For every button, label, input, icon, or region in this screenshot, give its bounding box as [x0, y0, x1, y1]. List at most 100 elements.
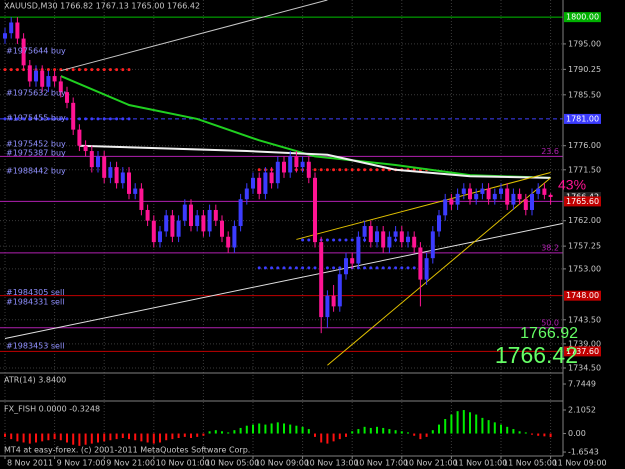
candle-body [170, 215, 175, 237]
histogram-bar [462, 410, 465, 434]
histogram-bar [338, 433, 341, 440]
histogram-bar [481, 417, 484, 434]
candle-body [151, 220, 156, 243]
histogram-bar [351, 431, 354, 434]
x-tick-label: 10 Nov 17:00 [354, 459, 408, 468]
histogram-bar [431, 430, 434, 434]
y-tick-label: 1743.50 [568, 315, 601, 324]
histogram-bar [22, 433, 25, 443]
candle-body [207, 209, 212, 232]
histogram-bar [388, 429, 391, 434]
histogram-bar [171, 433, 174, 440]
x-tick-label: 11 Nov 09:00 [553, 459, 607, 468]
y-tick-label: 1739.00 [568, 339, 601, 348]
histogram-bar [152, 433, 155, 444]
histogram-bar [159, 433, 161, 443]
histogram-bar [233, 430, 236, 434]
candle-body [65, 92, 69, 103]
histogram-bar [72, 433, 75, 445]
x-tick-label: 10 Nov 13:00 [305, 459, 359, 468]
candle-body [164, 215, 169, 232]
histogram-bar [270, 423, 273, 434]
histogram-bar [295, 425, 298, 434]
price-annotation: 1766.92 [520, 325, 578, 342]
price-tag-label: 1765.60 [566, 197, 599, 206]
histogram-bar [134, 433, 137, 441]
histogram-bar [53, 433, 56, 440]
y-tick-label: 1757.25 [568, 242, 601, 251]
histogram-bar [493, 422, 496, 434]
candle-body [77, 129, 82, 146]
price-annotation: 1766.42 [495, 342, 578, 368]
x-tick-label: 8 Nov 2011 [7, 459, 53, 468]
candle-body [21, 38, 26, 66]
histogram-bar [66, 433, 68, 443]
level-label: 38.2 [541, 243, 559, 252]
overlay-line [79, 144, 551, 179]
histogram-bar [227, 432, 230, 434]
x-tick-label: 9 Nov 21:00 [106, 459, 155, 468]
histogram-bar [196, 433, 199, 437]
candle-body [34, 70, 38, 82]
histogram-bar [444, 418, 447, 434]
histogram-bar [413, 433, 416, 436]
histogram-bar [239, 427, 242, 434]
order-label: #1975455 buy [6, 114, 66, 123]
candle-body [536, 188, 541, 194]
candle-body [269, 172, 274, 184]
candle-body [368, 226, 373, 243]
candle-body [393, 231, 398, 237]
candle-body [337, 274, 342, 307]
candle-body [89, 151, 94, 168]
x-tick-label: 10 Nov 21:00 [404, 459, 458, 468]
histogram-bar [419, 433, 422, 440]
histogram-bar [140, 433, 143, 442]
y-tick-label: 1785.50 [568, 90, 601, 99]
candle-body [195, 215, 200, 227]
histogram-bar [208, 431, 211, 434]
histogram-bar [97, 433, 99, 443]
candle-body [461, 188, 466, 194]
candle-body [232, 226, 237, 248]
y-tick-label: 1776.00 [568, 141, 601, 150]
candle-body [486, 188, 491, 200]
histogram-bar [35, 433, 37, 443]
order-label: #1984331 sell [6, 297, 64, 306]
histogram-bar [326, 433, 329, 444]
price-tag-label: 1737.60 [566, 347, 599, 356]
histogram-bar [537, 433, 540, 436]
histogram-bar [283, 423, 285, 434]
histogram-bar [543, 433, 546, 437]
candle-body [300, 161, 305, 168]
candle-body [40, 70, 45, 87]
histogram-bar [524, 432, 527, 434]
candle-body [182, 204, 187, 221]
candle-body [313, 177, 317, 243]
histogram-bar [183, 433, 186, 437]
histogram-bar [214, 430, 217, 434]
price-tag [564, 196, 601, 207]
histogram-bar [425, 433, 428, 437]
x-tick-label: 10 Nov 05:00 [205, 459, 259, 468]
y-tick-label: 1734.50 [568, 363, 601, 372]
histogram-bar [456, 411, 459, 434]
histogram-bar [475, 414, 478, 434]
histogram-bar [90, 433, 93, 444]
y-tick-label: 1753.00 [568, 264, 601, 273]
candle-body [96, 156, 100, 168]
candle-body [71, 102, 76, 130]
candle-body [443, 199, 448, 216]
order-label: #1988442 buy [6, 167, 66, 176]
y-tick-label: 2.1052 [568, 405, 596, 414]
histogram-bar [487, 420, 490, 434]
histogram-bar [245, 425, 248, 434]
candle-body [505, 188, 510, 205]
order-label: #1975387 buy [6, 148, 66, 157]
histogram-bar [549, 433, 552, 438]
candle-body [523, 199, 528, 210]
y-tick-label: 1795.00 [568, 39, 601, 48]
candle-body [114, 167, 119, 184]
overlay-line [60, 0, 328, 72]
histogram-bar [500, 424, 502, 434]
